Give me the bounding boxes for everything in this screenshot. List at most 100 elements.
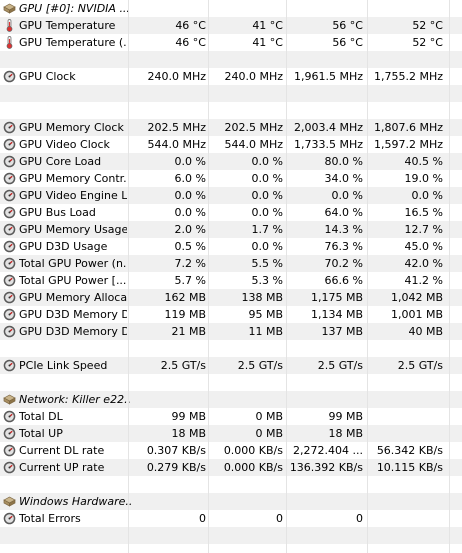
sensor-value-col4: 2.5 GT/s: [397, 359, 443, 372]
clock-icon: [3, 274, 16, 287]
sensor-value-col4: 40 MB: [408, 325, 443, 338]
sensor-value-col2: 95 MB: [248, 308, 283, 321]
sensor-value-col2: 0: [276, 512, 283, 525]
sensor-value-col3: 2,003.4 MHz: [293, 121, 363, 134]
sensor-value-col2: 138 MB: [241, 291, 283, 304]
sensor-value-col4: 1,755.2 MHz: [373, 70, 443, 83]
sensor-name: GPU D3D Usage: [19, 240, 108, 253]
sensor-row[interactable]: Current UP rate 0.279 KB/s 0.000 KB/s 136.3…: [0, 459, 462, 476]
clock-icon: [3, 138, 16, 151]
sensor-value-col4: 16.5 %: [404, 206, 443, 219]
sensor-name: Total DL: [19, 410, 63, 423]
clock-icon: [3, 444, 16, 457]
group-header-row[interactable]: Network: Killer e22...: [0, 391, 462, 408]
sensor-name: Total GPU Power [...: [19, 274, 127, 287]
sensor-row[interactable]: GPU Memory Clock 202.5 MHz 202.5 MHz 2,003.…: [0, 119, 462, 136]
sensor-row[interactable]: Total GPU Power (n... 7.2 % 5.5 % 70.2 % 42.…: [0, 255, 462, 272]
sensor-row[interactable]: GPU Video Engine L... 0.0 % 0.0 % 0.0 % 0.0 …: [0, 187, 462, 204]
sensor-value-col4: 52 °C: [412, 36, 443, 49]
spacer-row: [0, 527, 462, 544]
sensor-value-col2: 11 MB: [248, 325, 283, 338]
sensor-row[interactable]: GPU Clock 240.0 MHz 240.0 MHz 1,961.5 MHz 1,…: [0, 68, 462, 85]
sensor-row[interactable]: Total GPU Power [... 5.7 % 5.3 % 66.6 % 41.2…: [0, 272, 462, 289]
sensor-value-col2: 0 MB: [255, 410, 283, 423]
sensor-value-col4: 52 °C: [412, 19, 443, 32]
sensor-row[interactable]: Total UP 18 MB 0 MB 18 MB: [0, 425, 462, 442]
sensor-row[interactable]: GPU Bus Load 0.0 % 0.0 % 64.0 % 16.5 %: [0, 204, 462, 221]
sensor-value-col2: 544.0 MHz: [224, 138, 283, 151]
sensor-value-col1: 99 MB: [171, 410, 206, 423]
sensor-value-col3: 64.0 %: [324, 206, 363, 219]
sensor-name: Current DL rate: [19, 444, 105, 457]
clock-icon: [3, 206, 16, 219]
sensor-row[interactable]: GPU Video Clock 544.0 MHz 544.0 MHz 1,733.5…: [0, 136, 462, 153]
sensor-value-col3: 1,175 MB: [310, 291, 363, 304]
sensor-row[interactable]: GPU Temperature 46 °C 41 °C 56 °C 52 °C: [0, 17, 462, 34]
group-header-row[interactable]: Windows Hardware...: [0, 493, 462, 510]
spacer-row: [0, 85, 462, 102]
sensor-value-col2: 0.0 %: [251, 206, 283, 219]
sensor-row[interactable]: Total Errors 0 0 0: [0, 510, 462, 527]
group-name: Windows Hardware...: [19, 495, 131, 508]
network-icon: [3, 393, 16, 406]
sensor-value-col3: 70.2 %: [324, 257, 363, 270]
sensor-value-col2: 1.7 %: [251, 223, 283, 236]
sensor-row[interactable]: GPU D3D Usage 0.5 % 0.0 % 76.3 % 45.0 %: [0, 238, 462, 255]
sensor-value-col1: 0.0 %: [174, 189, 206, 202]
group-header-row[interactable]: GPU [#0]: NVIDIA ...: [0, 0, 462, 17]
sensor-value-col3: 66.6 %: [324, 274, 363, 287]
sensor-value-col3: 1,134 MB: [310, 308, 363, 321]
sensor-row[interactable]: GPU Memory Alloca... 162 MB 138 MB 1,175 MB…: [0, 289, 462, 306]
sensor-value-col4: 42.0 %: [404, 257, 443, 270]
sensor-value-col2: 0.0 %: [251, 189, 283, 202]
sensor-value-col2: 0.0 %: [251, 240, 283, 253]
sensor-value-col1: 240.0 MHz: [147, 70, 206, 83]
sensor-value-col3: 14.3 %: [324, 223, 363, 236]
hardware-icon: [3, 495, 16, 508]
sensor-row[interactable]: GPU Memory Usage 2.0 % 1.7 % 14.3 % 12.7 %: [0, 221, 462, 238]
clock-icon: [3, 410, 16, 423]
sensor-value-col1: 2.0 %: [174, 223, 206, 236]
sensor-value-col1: 0.0 %: [174, 155, 206, 168]
sensor-value-col1: 0.0 %: [174, 206, 206, 219]
clock-icon: [3, 155, 16, 168]
column-divider: [449, 0, 450, 553]
sensor-value-col4: 0.0 %: [411, 189, 443, 202]
sensor-value-col2: 240.0 MHz: [224, 70, 283, 83]
sensor-value-col1: 544.0 MHz: [147, 138, 206, 151]
sensor-value-col3: 76.3 %: [324, 240, 363, 253]
sensor-value-col3: 56 °C: [332, 36, 363, 49]
gpu-icon: [3, 2, 16, 15]
clock-icon: [3, 257, 16, 270]
sensor-row[interactable]: PCIe Link Speed 2.5 GT/s 2.5 GT/s 2.5 GT/s 2…: [0, 357, 462, 374]
sensor-row[interactable]: Current DL rate 0.307 KB/s 0.000 KB/s 2,272…: [0, 442, 462, 459]
sensor-row[interactable]: GPU Memory Contr... 6.0 % 0.0 % 34.0 % 19.0 …: [0, 170, 462, 187]
spacer-row: [0, 340, 462, 357]
column-divider: [208, 0, 209, 553]
clock-icon: [3, 512, 16, 525]
sensor-value-col1: 46 °C: [175, 36, 206, 49]
clock-icon: [3, 359, 16, 372]
sensor-value-col1: 2.5 GT/s: [160, 359, 206, 372]
sensor-row[interactable]: GPU Temperature (... 46 °C 41 °C 56 °C 52 °C: [0, 34, 462, 51]
sensor-row[interactable]: GPU D3D Memory D... 21 MB 11 MB 137 MB 40 MB: [0, 323, 462, 340]
sensor-value-col4: 41.2 %: [404, 274, 443, 287]
sensor-value-col4: 45.0 %: [404, 240, 443, 253]
sensor-name: GPU Memory Usage: [19, 223, 127, 236]
sensor-value-col3: 2.5 GT/s: [317, 359, 363, 372]
sensor-name: GPU D3D Memory D...: [19, 308, 127, 321]
thermometer-icon: [3, 36, 16, 49]
sensor-row[interactable]: Total DL 99 MB 0 MB 99 MB: [0, 408, 462, 425]
sensor-value-col3: 99 MB: [328, 410, 363, 423]
sensor-row[interactable]: GPU D3D Memory D... 119 MB 95 MB 1,134 MB 1,…: [0, 306, 462, 323]
sensor-row[interactable]: GPU Core Load 0.0 % 0.0 % 80.0 % 40.5 %: [0, 153, 462, 170]
sensor-name: GPU Memory Alloca...: [19, 291, 127, 304]
sensor-value-col1: 21 MB: [171, 325, 206, 338]
spacer-row: [0, 51, 462, 68]
sensor-name: GPU D3D Memory D...: [19, 325, 127, 338]
sensor-value-col2: 0 MB: [255, 427, 283, 440]
spacer-row: [0, 374, 462, 391]
sensor-value-col2: 41 °C: [252, 36, 283, 49]
sensor-value-col2: 41 °C: [252, 19, 283, 32]
